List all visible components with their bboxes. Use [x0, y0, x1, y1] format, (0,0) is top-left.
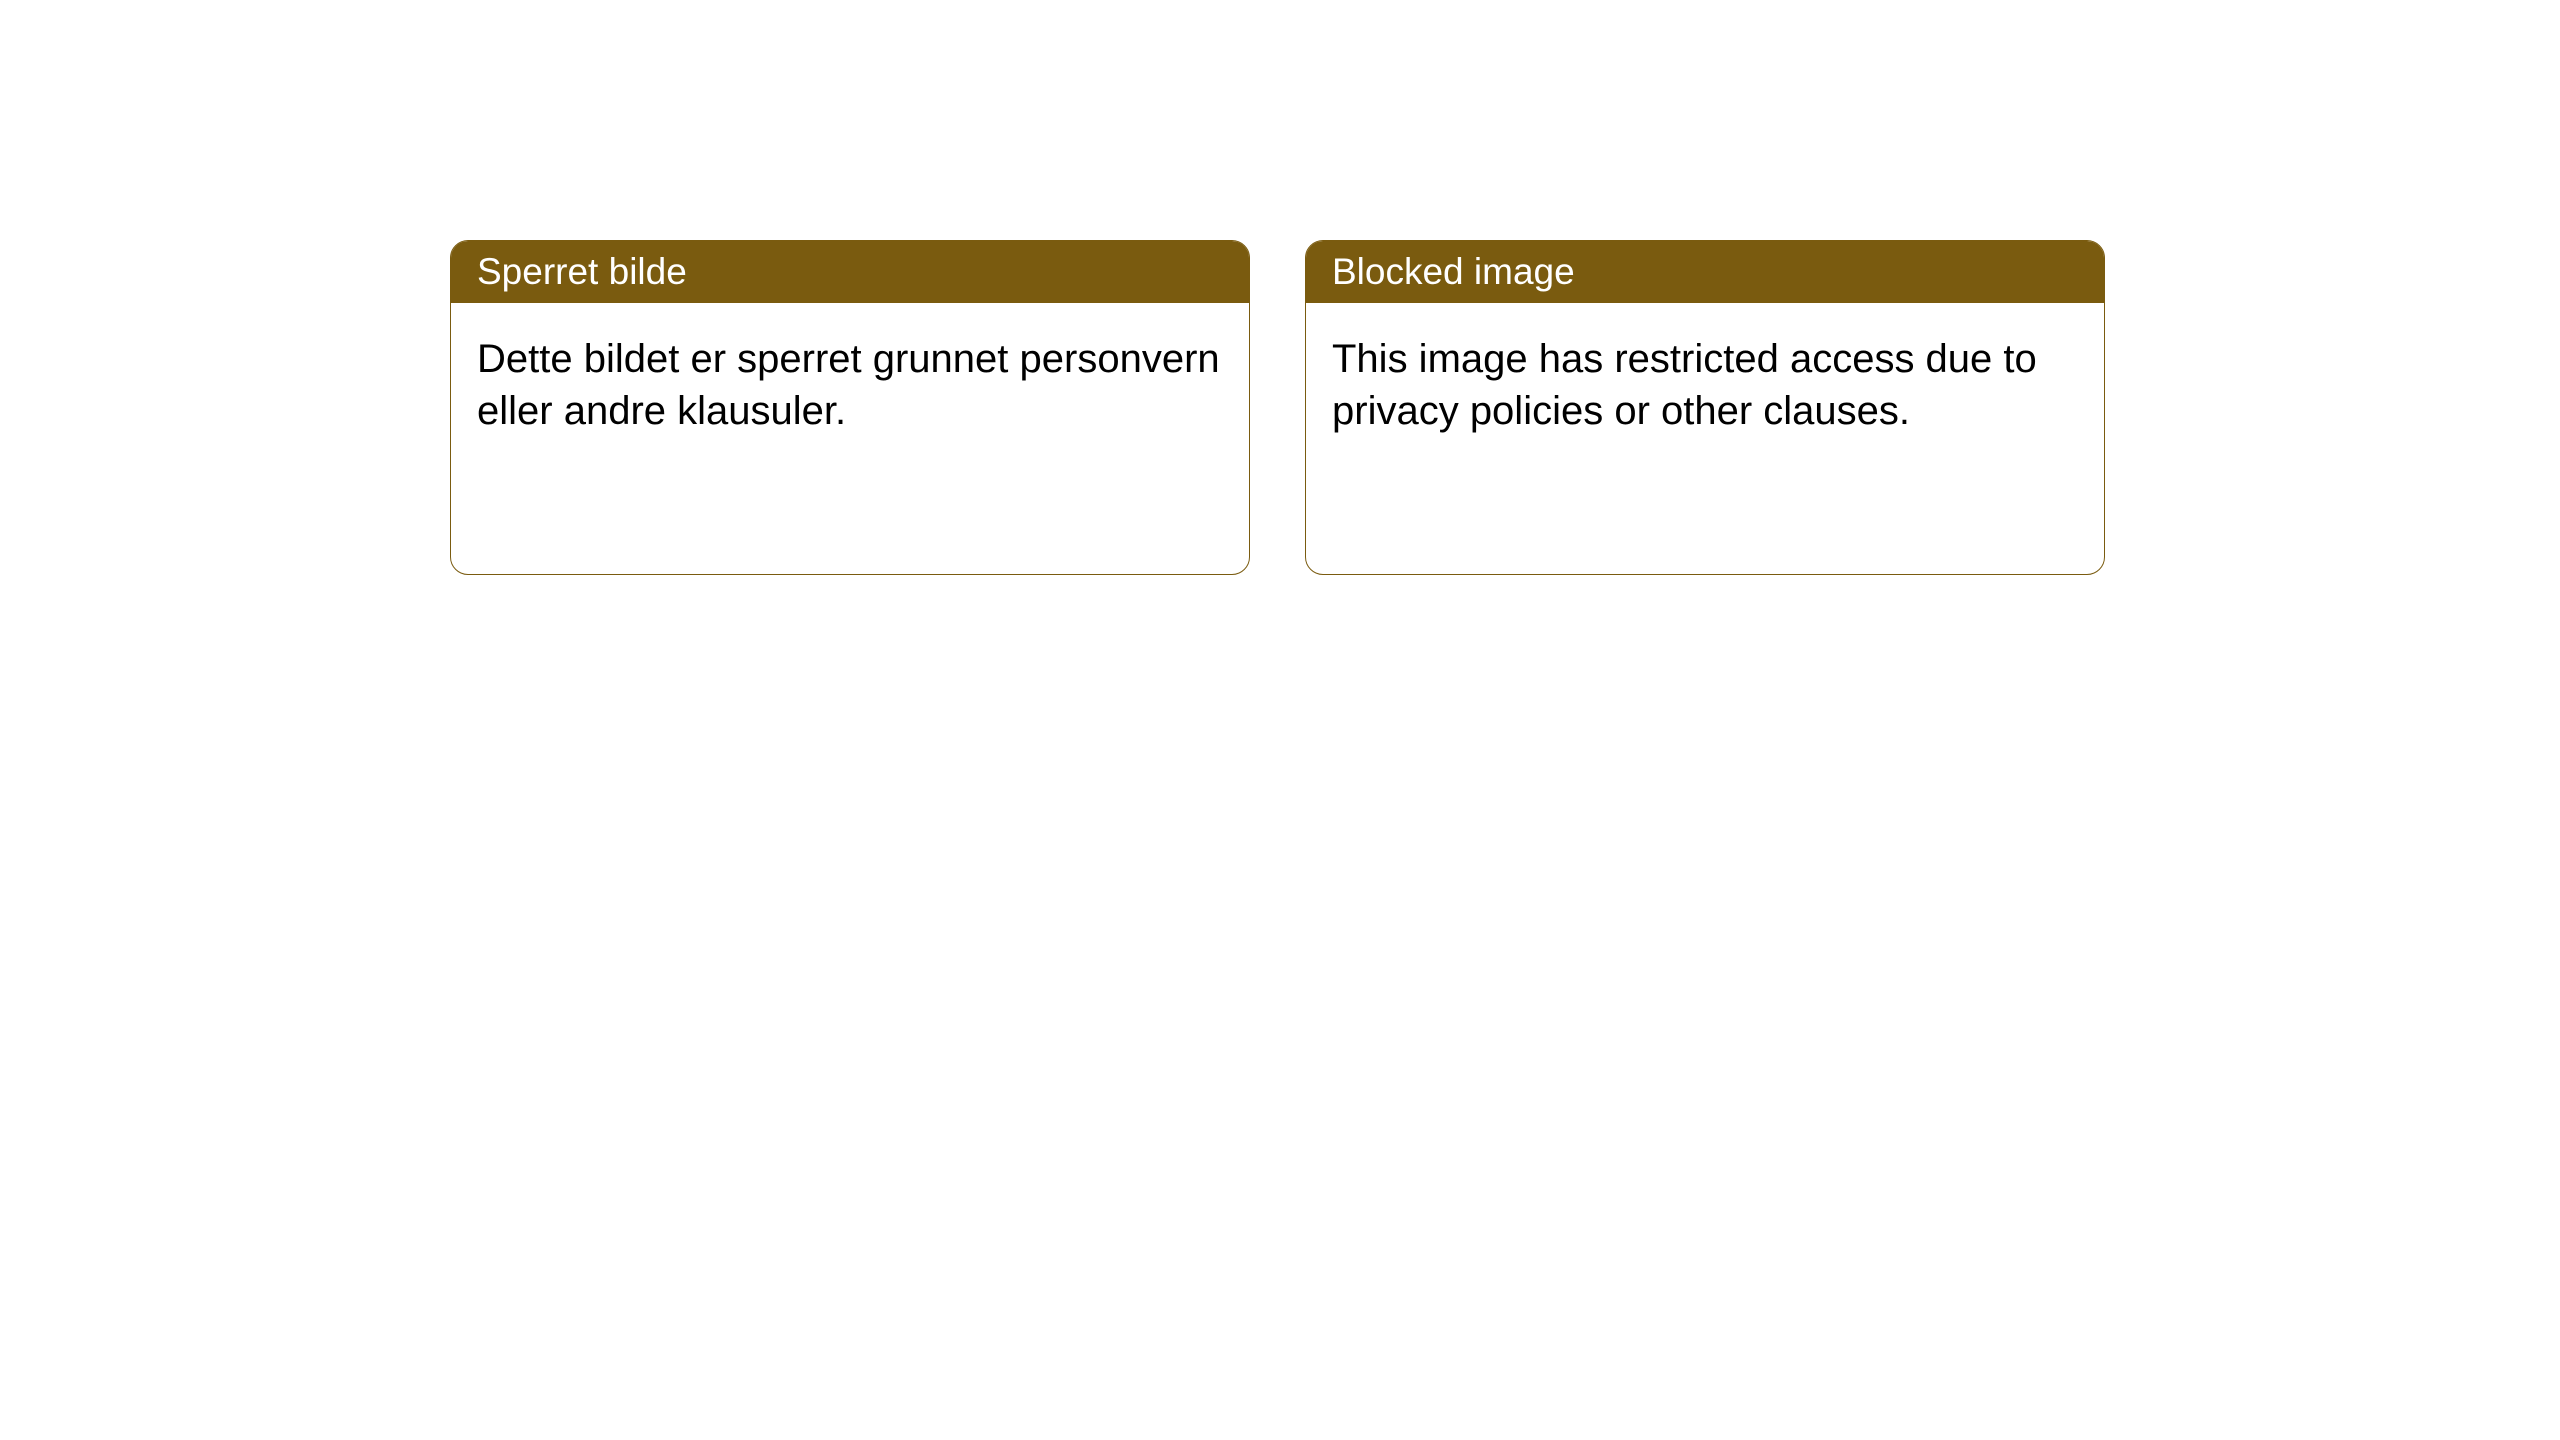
notice-container: Sperret bilde Dette bildet er sperret gr… [450, 240, 2105, 575]
notice-card-english: Blocked image This image has restricted … [1305, 240, 2105, 575]
notice-header: Sperret bilde [451, 241, 1249, 303]
notice-title: Sperret bilde [477, 251, 687, 292]
notice-body: This image has restricted access due to … [1306, 303, 2104, 467]
notice-title: Blocked image [1332, 251, 1575, 292]
notice-body: Dette bildet er sperret grunnet personve… [451, 303, 1249, 467]
notice-message: Dette bildet er sperret grunnet personve… [477, 337, 1220, 433]
notice-message: This image has restricted access due to … [1332, 337, 2037, 433]
notice-header: Blocked image [1306, 241, 2104, 303]
notice-card-norwegian: Sperret bilde Dette bildet er sperret gr… [450, 240, 1250, 575]
